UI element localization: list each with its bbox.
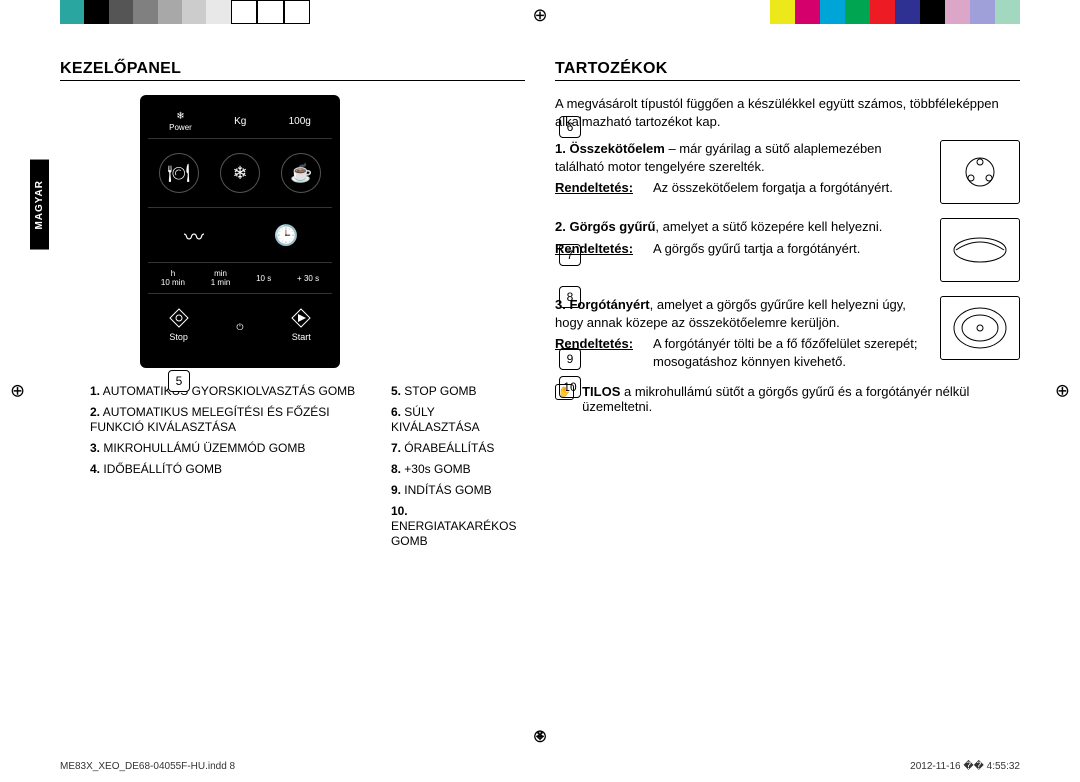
time-10min: 10 min xyxy=(161,278,185,287)
clock-icon: 🕒 xyxy=(261,218,311,252)
accessory-item-1: 1. Összekötőelem – már gyárilag a sütő a… xyxy=(555,140,1020,204)
acc-n: 3. xyxy=(555,297,566,312)
acc-n: 1. xyxy=(555,141,566,156)
language-tab: MAGYAR xyxy=(30,160,49,250)
warn-rest: a mikrohullámú sütőt a görgős gyűrű és a… xyxy=(582,384,969,414)
acc-purpose-k: Rendeltetés: xyxy=(555,335,645,370)
acc-rest: , amelyet a sütő közepére kell helyezni. xyxy=(655,219,882,234)
registration-mark-right: ⊕ xyxy=(1055,381,1070,402)
accessories-intro: A megvásárolt típustól függően a készülé… xyxy=(555,95,1020,130)
panel-row-top: ❄ Power Kg 100g xyxy=(148,105,332,139)
acc-purpose-k: Rendeltetés: xyxy=(555,179,645,197)
legend-col-2: 5. STOP GOMB 6. SÚLY KIVÁLASZTÁSA 7. ÓRA… xyxy=(391,384,525,555)
panel-row-programs: 🍽 ❄ ☕ xyxy=(148,139,332,208)
legend-n: 1. xyxy=(90,384,100,398)
legend-t: ENERGIATAKARÉKOS GOMB xyxy=(391,519,517,548)
panel-diagram: 1 2 3 4 5 ❄ Power Kg 100g 🍽 ❄ xyxy=(140,95,525,368)
control-panel: ❄ Power Kg 100g 🍽 ❄ ☕ 〰 🕒 h10 min xyxy=(140,95,340,368)
title-rule xyxy=(555,80,1020,81)
legend-n: 8. xyxy=(391,462,401,476)
g100-label: 100g xyxy=(289,116,311,127)
legend-t: +30s GOMB xyxy=(404,462,470,476)
program-icon-1: 🍽 xyxy=(159,153,199,193)
legend-t: INDÍTÁS GOMB xyxy=(404,483,491,497)
panel-row-bottom: Stop ⏻ Start xyxy=(148,294,332,348)
legend-t: AUTOMATIKUS MELEGÍTÉSI ÉS FŐZÉSI FUNKCIÓ… xyxy=(90,405,330,434)
title-rule xyxy=(60,80,525,81)
legend-n: 3. xyxy=(90,441,100,455)
time-1min: 1 min xyxy=(211,278,231,287)
legend-t: SÚLY KIVÁLASZTÁSA xyxy=(391,405,480,434)
right-column: TARTOZÉKOK A megvásárolt típustól függőe… xyxy=(555,60,1020,722)
warning-box: ✋ TILOS a mikrohullámú sütőt a görgős gy… xyxy=(555,384,1020,414)
start-label: Start xyxy=(292,332,311,342)
legend-n: 7. xyxy=(391,441,401,455)
acc-head: Összekötőelem xyxy=(569,141,664,156)
time-30s: + 30 s xyxy=(297,274,319,283)
warn-head: TILOS xyxy=(582,384,620,399)
acc-purpose-k: Rendeltetés: xyxy=(555,240,645,258)
page-content: MAGYAR KEZELŐPANEL 1 2 3 4 5 ❄ Power Kg xyxy=(60,60,1020,722)
acc-purpose-v: Az összekötőelem forgatja a forgótányért… xyxy=(653,179,893,197)
legend-t: AUTOMATIKUS GYORSKIOLVASZTÁS GOMB xyxy=(103,384,356,398)
acc-purpose-v: A görgős gyűrű tartja a forgótányért. xyxy=(653,240,860,258)
legend-t: STOP GOMB xyxy=(404,384,476,398)
power-label: Power xyxy=(169,123,192,132)
stop-label: Stop xyxy=(169,332,188,342)
printer-colorbar-right xyxy=(770,0,1020,24)
page-number: 8 xyxy=(537,728,544,742)
warning-icon: ✋ xyxy=(555,384,574,400)
program-icon-3: ☕ xyxy=(281,153,321,193)
time-min: min xyxy=(214,269,227,278)
legend-n: 10. xyxy=(391,504,408,518)
acc-head: Forgótányért xyxy=(569,297,649,312)
coupler-icon xyxy=(940,140,1020,204)
turntable-icon xyxy=(940,296,1020,360)
roller-ring-icon xyxy=(940,218,1020,282)
legend-n: 2. xyxy=(90,405,100,419)
accessory-item-2: 2. Görgős gyűrű, amelyet a sütő közepére… xyxy=(555,218,1020,282)
acc-n: 2. xyxy=(555,219,566,234)
footer-left: ME83X_XEO_DE68-04055F-HU.indd 8 xyxy=(60,761,235,772)
left-column: MAGYAR KEZELŐPANEL 1 2 3 4 5 ❄ Power Kg xyxy=(60,60,525,722)
footer-right: 2012-11-16 �� 4:55:32 xyxy=(910,761,1020,772)
accessory-item-3: 3. Forgótányért, amelyet a görgős gyűrűr… xyxy=(555,296,1020,370)
legend-t: ÓRABEÁLLÍTÁS xyxy=(404,441,494,455)
defrost-icon: ❄ xyxy=(176,111,184,122)
panel-row-mode: 〰 🕒 xyxy=(148,208,332,263)
printer-colorbar-left xyxy=(60,0,310,24)
legend-n: 6. xyxy=(391,405,401,419)
time-10s: 10 s xyxy=(256,274,271,283)
time-h: h xyxy=(171,269,175,278)
section-title-accessories: TARTOZÉKOK xyxy=(555,60,1020,78)
acc-head: Görgős gyűrű xyxy=(569,219,655,234)
legend-t: IDŐBEÁLLÍTÓ GOMB xyxy=(103,462,222,476)
registration-mark-left: ⊕ xyxy=(10,381,25,402)
registration-mark-top: ⊕ xyxy=(532,5,547,26)
legend: 1. AUTOMATIKUS GYORSKIOLVASZTÁS GOMB 2. … xyxy=(90,384,525,555)
microwave-icon: 〰 xyxy=(169,218,219,252)
start-button: Start xyxy=(289,306,313,342)
stop-button: Stop xyxy=(167,306,191,342)
section-title-panel: KEZELŐPANEL xyxy=(60,60,525,78)
legend-t: MIKROHULLÁMÚ ÜZEMMÓD GOMB xyxy=(103,441,305,455)
panel-row-time: h10 min min1 min 10 s + 30 s xyxy=(148,263,332,294)
legend-n: 4. xyxy=(90,462,100,476)
eco-button: ⏻ xyxy=(228,315,252,339)
legend-col-1: 1. AUTOMATIKUS GYORSKIOLVASZTÁS GOMB 2. … xyxy=(90,384,371,555)
legend-n: 9. xyxy=(391,483,401,497)
legend-n: 5. xyxy=(391,384,401,398)
kg-label: Kg xyxy=(234,116,246,127)
program-icon-2: ❄ xyxy=(220,153,260,193)
callout-5: 5 xyxy=(168,370,190,392)
acc-purpose-v: A forgótányér tölti be a fő főzőfelület … xyxy=(653,335,930,370)
